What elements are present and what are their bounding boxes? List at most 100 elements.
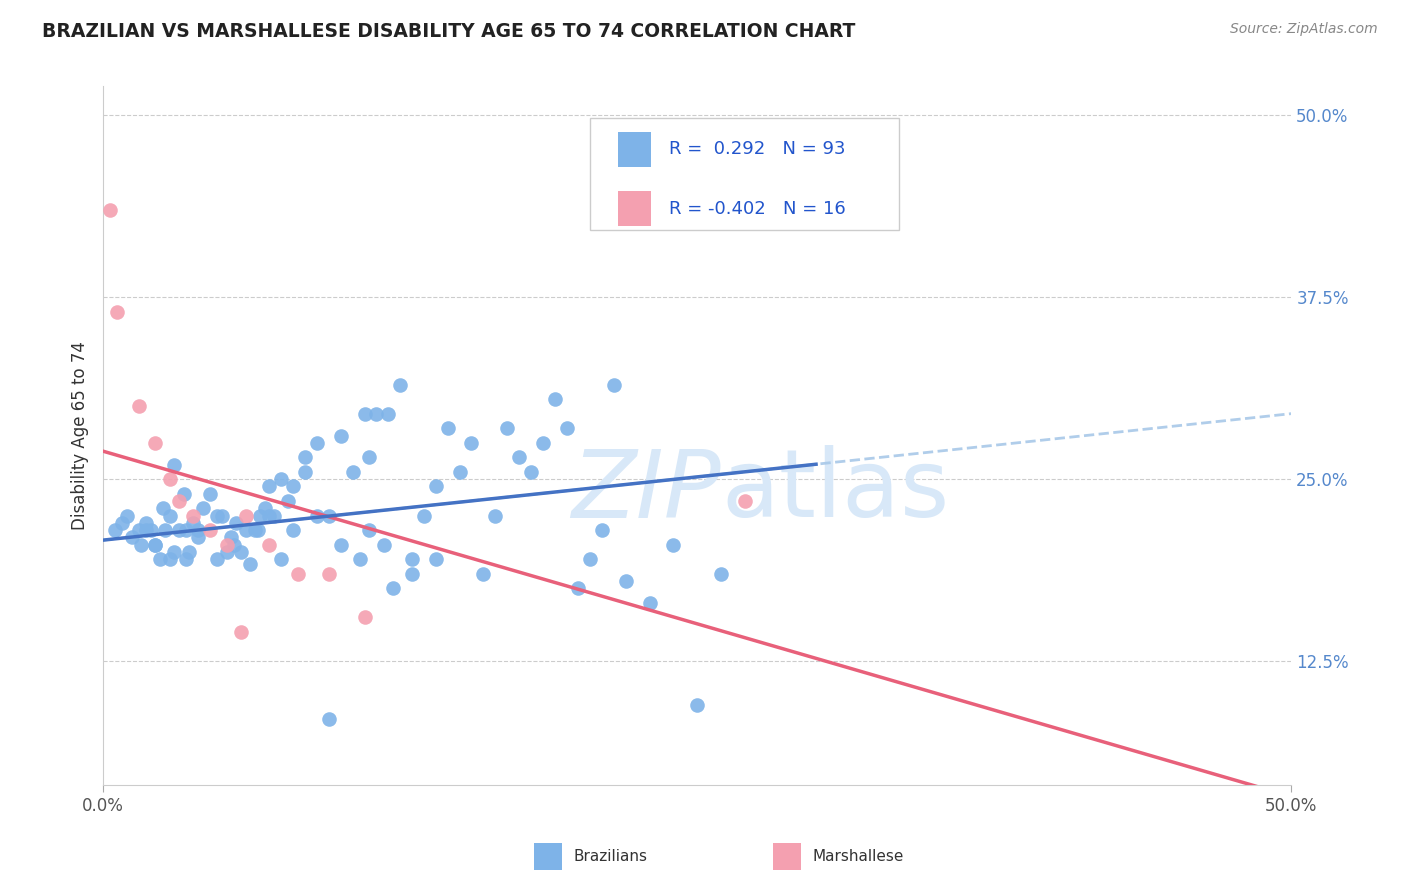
Point xyxy=(177,545,200,559)
Point xyxy=(145,538,167,552)
Point xyxy=(105,305,128,319)
Point xyxy=(128,400,150,414)
Text: R = -0.402   N = 16: R = -0.402 N = 16 xyxy=(669,200,845,218)
Point xyxy=(353,407,375,421)
Point xyxy=(603,377,626,392)
Point xyxy=(638,596,661,610)
Point xyxy=(187,523,209,537)
Point xyxy=(283,523,305,537)
Point xyxy=(145,538,167,552)
Point xyxy=(98,202,121,217)
Point xyxy=(215,538,238,552)
Point xyxy=(555,421,578,435)
Point xyxy=(191,501,214,516)
FancyBboxPatch shape xyxy=(591,118,900,229)
Point xyxy=(425,479,447,493)
Point xyxy=(377,407,399,421)
Point xyxy=(259,479,281,493)
Point xyxy=(205,552,228,566)
Point xyxy=(215,545,238,559)
Point xyxy=(359,450,381,465)
Point xyxy=(277,494,299,508)
Point xyxy=(543,392,565,407)
Point xyxy=(121,530,143,544)
Point xyxy=(129,538,152,552)
Point xyxy=(373,538,395,552)
Point xyxy=(496,421,519,435)
Point xyxy=(167,494,190,508)
Point xyxy=(283,479,305,493)
Point xyxy=(472,566,495,581)
Point xyxy=(359,523,381,537)
Point xyxy=(710,566,733,581)
Point xyxy=(270,472,292,486)
Point xyxy=(221,530,243,544)
Point xyxy=(305,435,328,450)
Point xyxy=(318,508,340,523)
Point xyxy=(153,523,176,537)
Point xyxy=(401,566,423,581)
Point xyxy=(329,538,352,552)
Point xyxy=(205,508,228,523)
Point xyxy=(187,530,209,544)
Point xyxy=(591,523,613,537)
Point xyxy=(436,421,458,435)
Point xyxy=(152,501,174,516)
Point xyxy=(567,582,589,596)
Point xyxy=(183,508,205,523)
Point xyxy=(662,538,685,552)
Text: Marshallese: Marshallese xyxy=(813,849,904,863)
Text: Source: ZipAtlas.com: Source: ZipAtlas.com xyxy=(1230,22,1378,37)
Point xyxy=(342,465,364,479)
Point xyxy=(229,624,252,639)
Point xyxy=(253,501,276,516)
Point xyxy=(135,516,157,530)
Point xyxy=(294,450,316,465)
Point xyxy=(484,508,506,523)
Point xyxy=(173,487,195,501)
Point xyxy=(305,508,328,523)
Point xyxy=(245,523,267,537)
Point xyxy=(163,545,186,559)
Point xyxy=(413,508,436,523)
Point xyxy=(318,566,340,581)
Point xyxy=(198,523,221,537)
Point xyxy=(145,435,167,450)
Point xyxy=(115,508,138,523)
Point xyxy=(734,494,756,508)
Point xyxy=(104,523,127,537)
Point xyxy=(149,552,172,566)
Point xyxy=(135,523,157,537)
Point xyxy=(163,458,186,472)
Text: ZIP: ZIP xyxy=(571,446,721,537)
Point xyxy=(198,487,221,501)
Y-axis label: Disability Age 65 to 74: Disability Age 65 to 74 xyxy=(72,341,89,530)
Point xyxy=(425,552,447,566)
Point xyxy=(111,516,134,530)
Text: atlas: atlas xyxy=(721,445,949,537)
Point xyxy=(579,552,602,566)
Point xyxy=(389,377,412,392)
Point xyxy=(349,552,371,566)
Point xyxy=(287,566,309,581)
Point xyxy=(460,435,482,450)
Point xyxy=(249,508,271,523)
Point xyxy=(183,516,205,530)
Point xyxy=(159,472,181,486)
Point xyxy=(614,574,637,588)
Point xyxy=(159,508,181,523)
Point xyxy=(229,545,252,559)
Point xyxy=(211,508,233,523)
Point xyxy=(401,552,423,566)
Point xyxy=(531,435,554,450)
Point xyxy=(167,523,190,537)
Point xyxy=(294,465,316,479)
Point xyxy=(270,552,292,566)
Text: BRAZILIAN VS MARSHALLESE DISABILITY AGE 65 TO 74 CORRELATION CHART: BRAZILIAN VS MARSHALLESE DISABILITY AGE … xyxy=(42,22,856,41)
Point xyxy=(159,552,181,566)
Point xyxy=(382,582,405,596)
Point xyxy=(235,508,257,523)
Point xyxy=(225,516,247,530)
Point xyxy=(353,610,375,624)
FancyBboxPatch shape xyxy=(617,191,651,226)
